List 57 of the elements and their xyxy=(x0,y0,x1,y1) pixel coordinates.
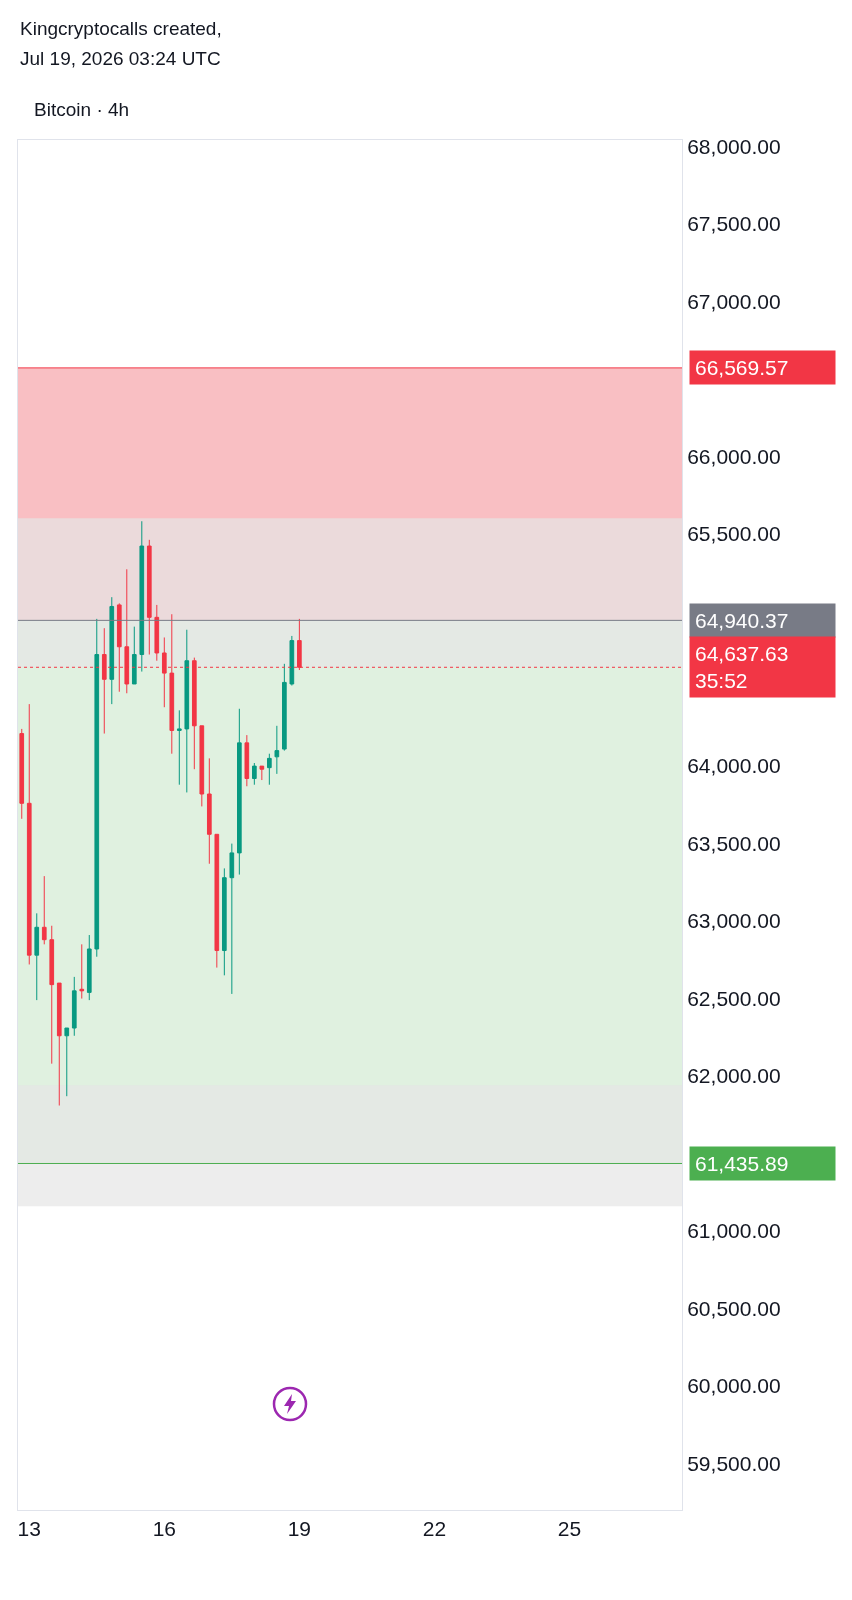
candlestick xyxy=(71,976,77,1037)
y-tick-label: 59,500.00 xyxy=(687,1451,781,1475)
ref-line-label: 66,569.57 xyxy=(695,356,789,379)
candlestick xyxy=(199,725,205,807)
y-tick-label: 60,000.00 xyxy=(687,1374,781,1398)
y-tick-label: 67,000.00 xyxy=(687,289,781,313)
candlestick xyxy=(49,925,55,1065)
x-tick-label: 16 xyxy=(152,1517,176,1541)
text: Jul 19, 2026 03:24 UTC xyxy=(20,47,222,71)
candlestick xyxy=(64,1027,70,1097)
candlestick xyxy=(109,596,115,705)
candlestick xyxy=(146,539,152,656)
candlestick xyxy=(221,867,227,976)
candlestick xyxy=(56,982,62,1107)
y-tick-label: 67,500.00 xyxy=(687,212,781,236)
x-tick-label: 22 xyxy=(422,1517,447,1541)
candlestick xyxy=(282,663,287,752)
y-tick-label: 63,000.00 xyxy=(687,909,781,933)
candlestick xyxy=(79,943,85,1000)
text: Kingcryptocalls created, xyxy=(20,17,223,41)
y-tick-label: 64,000.00 xyxy=(687,754,781,778)
x-tick-label: 19 xyxy=(287,1517,312,1541)
candlestick xyxy=(206,757,212,865)
x-tick-label: 25 xyxy=(557,1517,582,1541)
candlestick xyxy=(26,703,32,965)
candlestick xyxy=(289,635,295,687)
candlestick xyxy=(252,762,257,786)
y-tick-label: 63,500.00 xyxy=(687,831,781,855)
candlestick xyxy=(176,709,182,786)
candlestick xyxy=(94,618,100,958)
candlestick xyxy=(184,629,190,793)
y-tick-label: 68,000.00 xyxy=(687,134,781,158)
ref-line-label: 64,637.63 35:52 xyxy=(695,642,789,693)
candlestick xyxy=(154,604,160,662)
candlestick xyxy=(86,934,92,1001)
candlestick xyxy=(139,520,145,673)
y-tick-label: 60,500.00 xyxy=(687,1296,781,1320)
candlestick xyxy=(237,708,242,876)
candlestick xyxy=(267,753,272,786)
ref-line-label: 61,435.89 xyxy=(695,1152,789,1175)
candlestick xyxy=(19,728,25,820)
candlestick xyxy=(34,912,40,1001)
candlestick xyxy=(214,833,220,969)
y-tick-label: 62,000.00 xyxy=(687,1064,781,1088)
ref-line-label: 64,940.37 xyxy=(695,609,789,632)
candlestick xyxy=(229,843,235,995)
x-tick-label: 13 xyxy=(17,1517,41,1541)
y-tick-label: 66,000.00 xyxy=(687,444,781,468)
candlestick xyxy=(131,626,137,685)
chart-title: Bitcoin · 4h xyxy=(34,98,130,120)
candlestick xyxy=(244,734,250,787)
y-tick-label: 61,000.00 xyxy=(687,1219,781,1243)
candlestick xyxy=(259,765,265,781)
candlestick xyxy=(41,875,47,945)
y-tick-label: 65,500.00 xyxy=(687,521,781,545)
y-tick-label: 62,500.00 xyxy=(687,986,781,1010)
candlestick xyxy=(274,725,280,775)
